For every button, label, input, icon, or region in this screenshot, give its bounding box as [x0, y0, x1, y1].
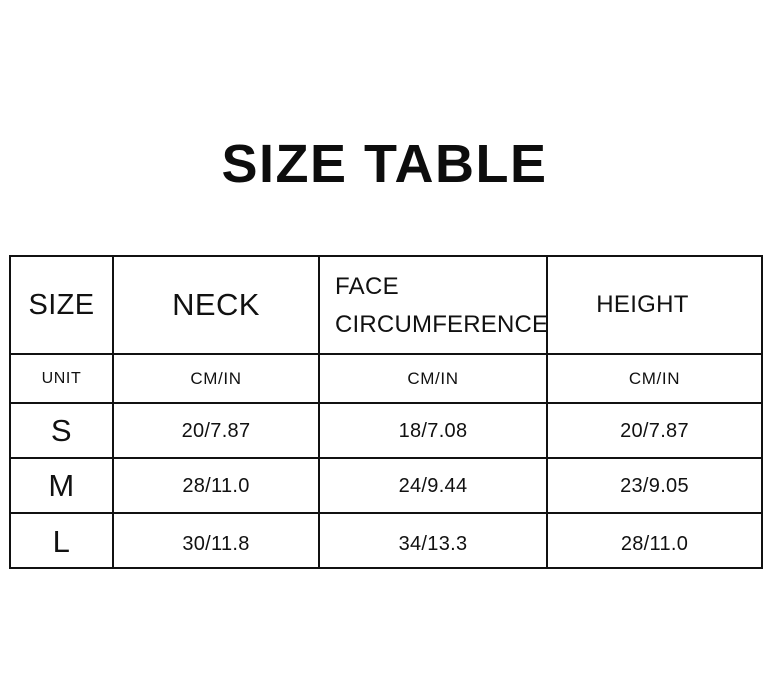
size-label: L: [52, 523, 71, 559]
header-cell-neck: NECK: [112, 255, 320, 355]
value-face-circumference: 34/13.3: [398, 533, 468, 555]
unit-value-height: CM/IN: [628, 368, 681, 388]
cell-size: L: [9, 512, 114, 569]
cell-neck: 20/7.87: [112, 402, 320, 459]
size-table-container: SIZE NECK FACE CIRCUMFERENCE HEIGHT: [9, 255, 763, 569]
cell-height: 28/11.0: [546, 512, 763, 569]
unit-value-face-circumference: CM/IN: [407, 368, 459, 388]
header-label-face-line-2: CIRCUMFERENCE: [335, 311, 549, 338]
value-neck: 28/11.0: [182, 474, 250, 497]
header-label-size: SIZE: [28, 289, 95, 321]
unit-cell-neck: CM/IN: [112, 353, 320, 404]
table-header-row: SIZE NECK FACE CIRCUMFERENCE HEIGHT: [9, 255, 763, 355]
table-unit-row: UNIT CM/IN CM/IN CM/IN: [9, 353, 763, 404]
cell-face-circumference: 34/13.3: [318, 512, 548, 569]
header-label-neck: NECK: [172, 287, 260, 322]
unit-value-neck: CM/IN: [190, 368, 242, 388]
value-height: 28/11.0: [620, 533, 689, 555]
table-row: M 28/11.0 24/9.44 23/9.05: [9, 457, 763, 514]
size-label: M: [48, 467, 75, 503]
header-label-face-circumference: FACE CIRCUMFERENCE: [320, 266, 549, 344]
value-height: 20/7.87: [620, 420, 689, 442]
header-cell-height: HEIGHT: [546, 255, 763, 355]
cell-neck: 30/11.8: [112, 512, 320, 569]
unit-cell-height: CM/IN: [546, 353, 763, 404]
header-label-face-line-1: FACE: [335, 273, 399, 300]
cell-height: 23/9.05: [546, 457, 763, 514]
value-face-circumference: 24/9.44: [398, 474, 468, 497]
size-table: SIZE NECK FACE CIRCUMFERENCE HEIGHT: [9, 255, 763, 569]
table-row: S 20/7.87 18/7.08 20/7.87: [9, 402, 763, 459]
value-neck: 20/7.87: [181, 420, 251, 442]
header-cell-face-circumference: FACE CIRCUMFERENCE: [318, 255, 549, 355]
cell-size: S: [9, 402, 114, 459]
unit-cell-face-circumference: CM/IN: [318, 353, 548, 404]
unit-label: UNIT: [41, 369, 82, 387]
cell-face-circumference: 24/9.44: [318, 457, 548, 514]
value-face-circumference: 18/7.08: [398, 420, 468, 442]
header-cell-size: SIZE: [9, 255, 114, 355]
cell-height: 20/7.87: [546, 402, 763, 459]
size-label: S: [50, 412, 73, 448]
cell-neck: 28/11.0: [112, 457, 320, 514]
value-height: 23/9.05: [620, 474, 689, 497]
value-neck: 30/11.8: [182, 533, 250, 555]
table-row: L 30/11.8 34/13.3 28/11.0: [9, 512, 763, 569]
cell-face-circumference: 18/7.08: [318, 402, 548, 459]
unit-cell-label: UNIT: [9, 353, 114, 404]
cell-size: M: [9, 457, 114, 514]
page-title: SIZE TABLE: [221, 134, 548, 194]
header-label-height: HEIGHT: [596, 291, 689, 318]
